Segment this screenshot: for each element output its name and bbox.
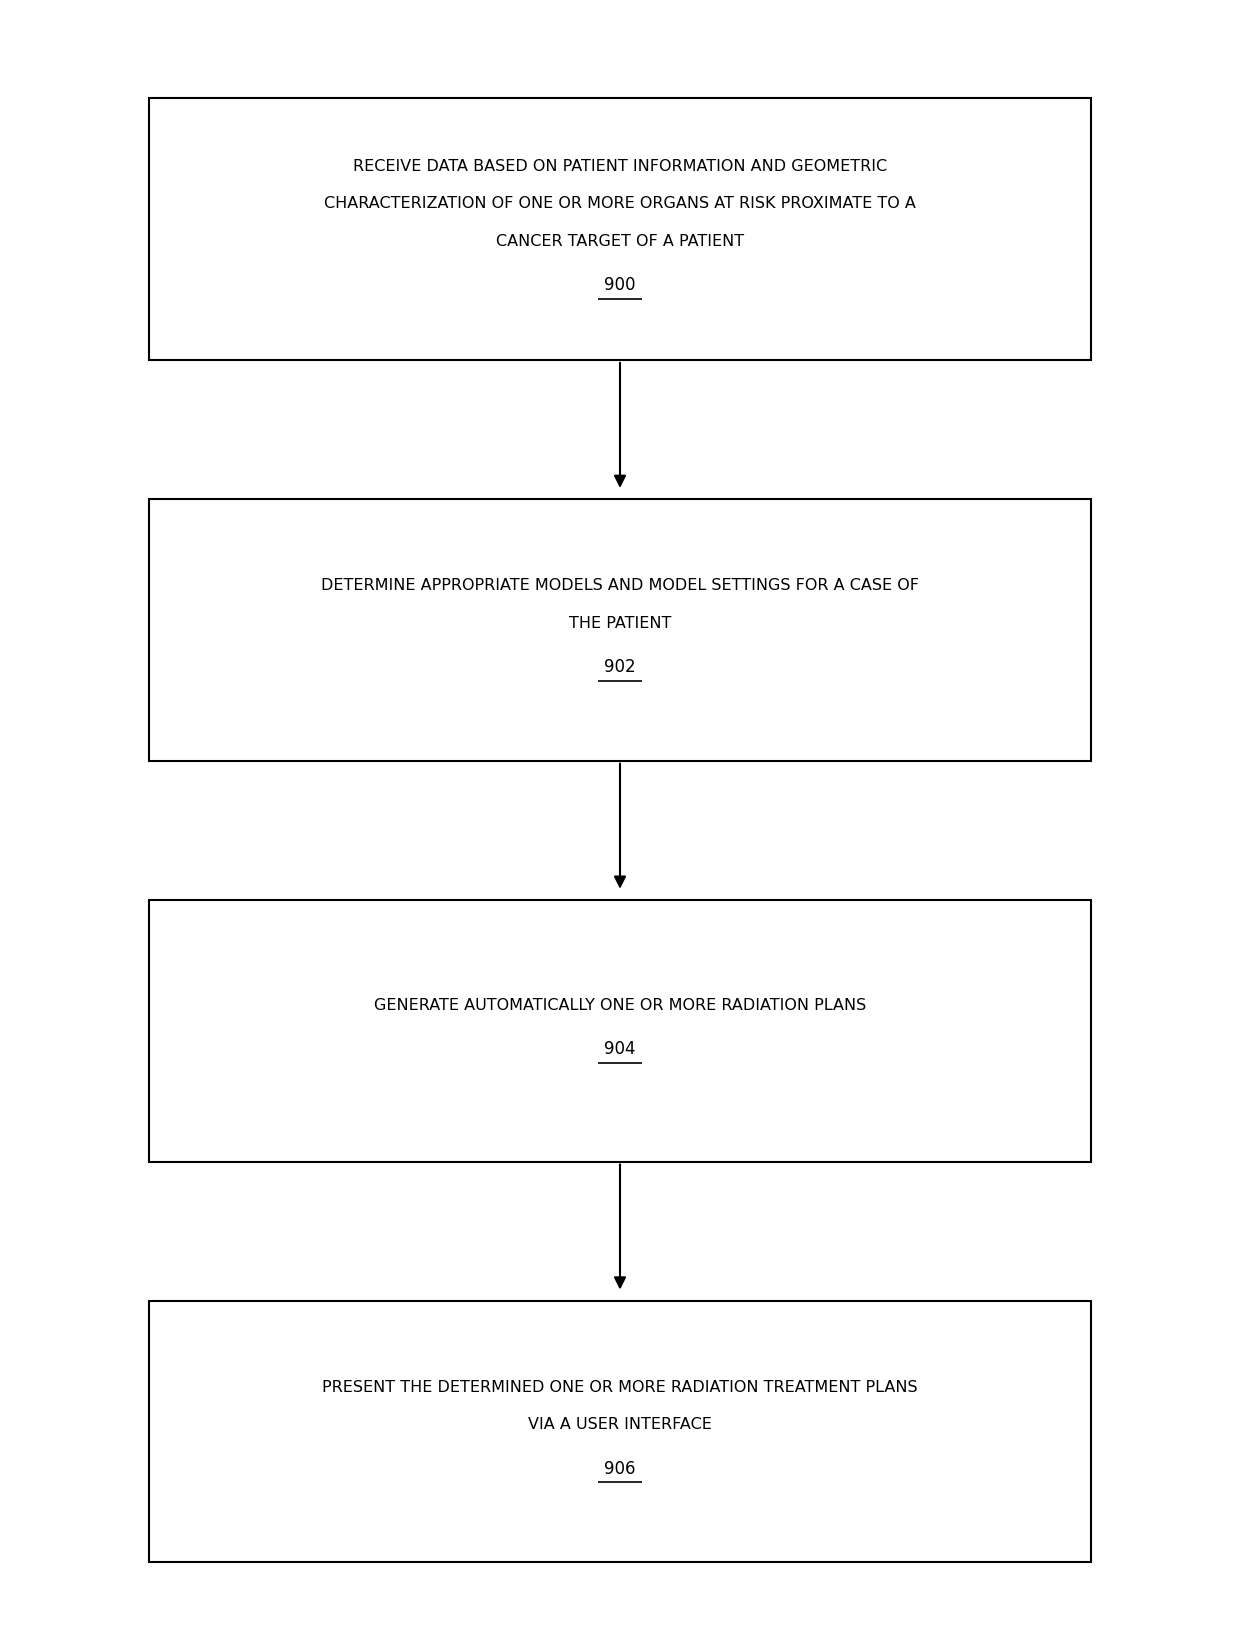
FancyBboxPatch shape xyxy=(149,499,1091,761)
Text: VIA A USER INTERFACE: VIA A USER INTERFACE xyxy=(528,1417,712,1433)
Text: GENERATE AUTOMATICALLY ONE OR MORE RADIATION PLANS: GENERATE AUTOMATICALLY ONE OR MORE RADIA… xyxy=(374,998,866,1013)
Text: THE PATIENT: THE PATIENT xyxy=(569,615,671,631)
FancyBboxPatch shape xyxy=(149,900,1091,1162)
Text: 906: 906 xyxy=(604,1459,636,1477)
Text: 902: 902 xyxy=(604,658,636,676)
Text: CHARACTERIZATION OF ONE OR MORE ORGANS AT RISK PROXIMATE TO A: CHARACTERIZATION OF ONE OR MORE ORGANS A… xyxy=(324,196,916,211)
Text: RECEIVE DATA BASED ON PATIENT INFORMATION AND GEOMETRIC: RECEIVE DATA BASED ON PATIENT INFORMATIO… xyxy=(353,159,887,173)
Text: CANCER TARGET OF A PATIENT: CANCER TARGET OF A PATIENT xyxy=(496,234,744,249)
Text: DETERMINE APPROPRIATE MODELS AND MODEL SETTINGS FOR A CASE OF: DETERMINE APPROPRIATE MODELS AND MODEL S… xyxy=(321,578,919,594)
Text: PRESENT THE DETERMINED ONE OR MORE RADIATION TREATMENT PLANS: PRESENT THE DETERMINED ONE OR MORE RADIA… xyxy=(322,1379,918,1396)
FancyBboxPatch shape xyxy=(149,1301,1091,1562)
Text: 904: 904 xyxy=(604,1040,636,1058)
Text: 900: 900 xyxy=(604,276,636,294)
FancyBboxPatch shape xyxy=(149,98,1091,360)
